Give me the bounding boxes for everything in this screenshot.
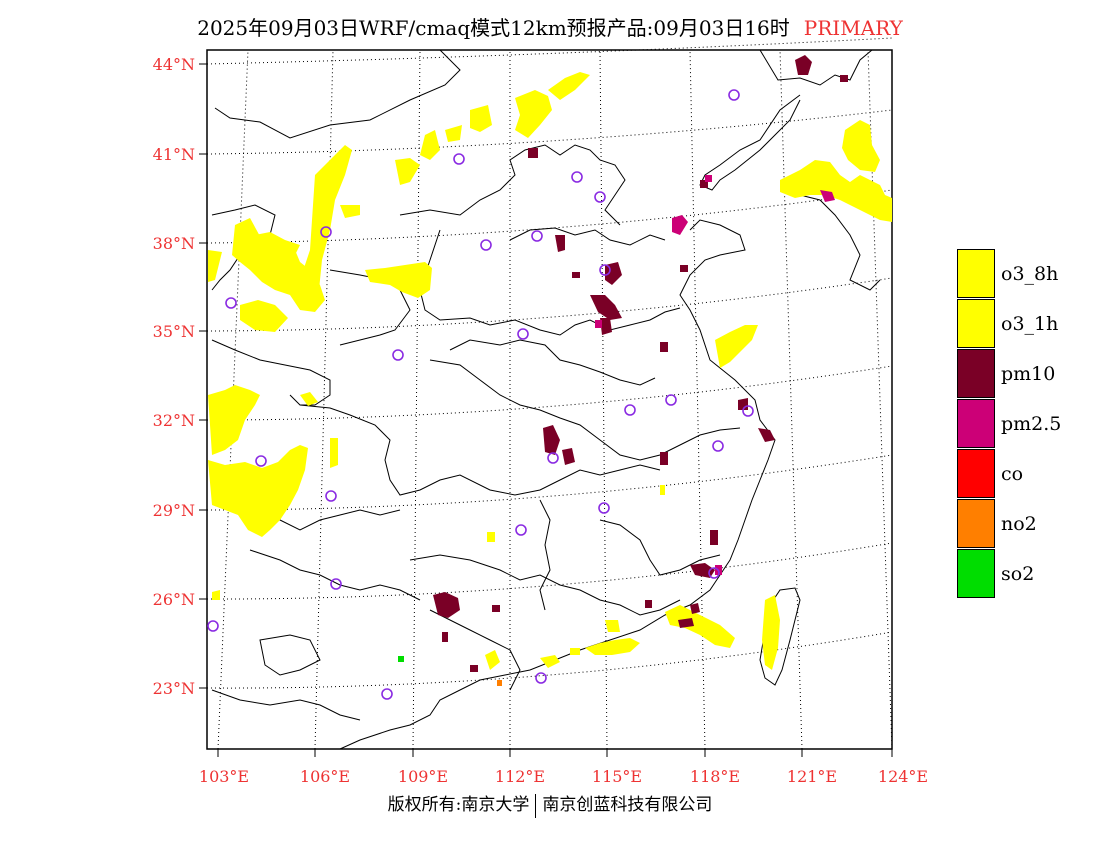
legend-swatch xyxy=(957,449,995,498)
title-main: 2025年09月03日WRF/cmaq模式12km预报产品:09月03日16时 xyxy=(197,16,790,40)
lon-label-109: 109°E xyxy=(398,767,448,786)
legend-label: pm10 xyxy=(1001,363,1056,385)
lon-label-121: 121°E xyxy=(787,767,837,786)
legend-item-pm10: pm10 xyxy=(957,349,1100,399)
pm10-cells xyxy=(433,55,848,672)
lon-label-115: 115°E xyxy=(592,767,642,786)
no2-cells xyxy=(497,680,502,686)
legend-label: o3_1h xyxy=(1001,313,1059,335)
footer-copyright: 版权所有:南京大学 xyxy=(387,795,530,815)
legend-swatch xyxy=(957,349,995,398)
lat-label-32: 32°N xyxy=(153,411,195,430)
lon-label-103: 103°E xyxy=(199,767,249,786)
legend-label: no2 xyxy=(1001,513,1037,535)
legend-label: co xyxy=(1001,463,1024,485)
legend-item-so2: so2 xyxy=(957,549,1100,599)
lat-label-38: 38°N xyxy=(153,234,195,253)
lon-label-118: 118°E xyxy=(690,767,740,786)
lat-label-41: 41°N xyxy=(153,145,195,164)
lat-label-44: 44°N xyxy=(153,55,195,74)
legend-label: o3_8h xyxy=(1001,263,1059,285)
title-primary-tag: PRIMARY xyxy=(803,16,903,40)
footer-company: 南京创蓝科技有限公司 xyxy=(542,795,713,815)
pollutant-legend: o3_8h o3_1h pm10 pm2.5 co no2 so2 xyxy=(957,249,1100,599)
legend-swatch xyxy=(957,499,995,548)
legend-swatch xyxy=(957,299,995,348)
legend-swatch xyxy=(957,249,995,298)
lon-label-112: 112°E xyxy=(495,767,545,786)
boundaries xyxy=(211,49,881,750)
lon-label-106: 106°E xyxy=(300,767,350,786)
lat-label-29: 29°N xyxy=(153,501,195,520)
station-markers xyxy=(207,89,754,700)
map-title: 2025年09月03日WRF/cmaq模式12km预报产品:09月03日16时 P… xyxy=(0,12,1100,41)
lat-label-26: 26°N xyxy=(153,590,195,609)
lon-axis xyxy=(217,749,893,757)
legend-item-no2: no2 xyxy=(957,499,1100,549)
o3-cells xyxy=(208,72,892,670)
pm25-cells xyxy=(595,175,835,575)
legend-swatch xyxy=(957,549,995,598)
footer-divider xyxy=(535,793,537,818)
lat-axis xyxy=(199,63,207,689)
legend-swatch xyxy=(957,399,995,448)
so2-cells xyxy=(398,656,404,662)
lat-label-23: 23°N xyxy=(153,679,195,698)
copyright-footer: 版权所有:南京大学 南京创蓝科技有限公司 xyxy=(0,790,1100,818)
legend-item-pm25: pm2.5 xyxy=(957,399,1100,449)
legend-label: so2 xyxy=(1001,563,1035,585)
legend-label: pm2.5 xyxy=(1001,413,1062,435)
legend-item-o3-8h: o3_8h xyxy=(957,249,1100,299)
lon-label-124: 124°E xyxy=(878,767,928,786)
legend-item-o3-1h: o3_1h xyxy=(957,299,1100,349)
legend-item-co: co xyxy=(957,449,1100,499)
lat-label-35: 35°N xyxy=(153,322,195,341)
